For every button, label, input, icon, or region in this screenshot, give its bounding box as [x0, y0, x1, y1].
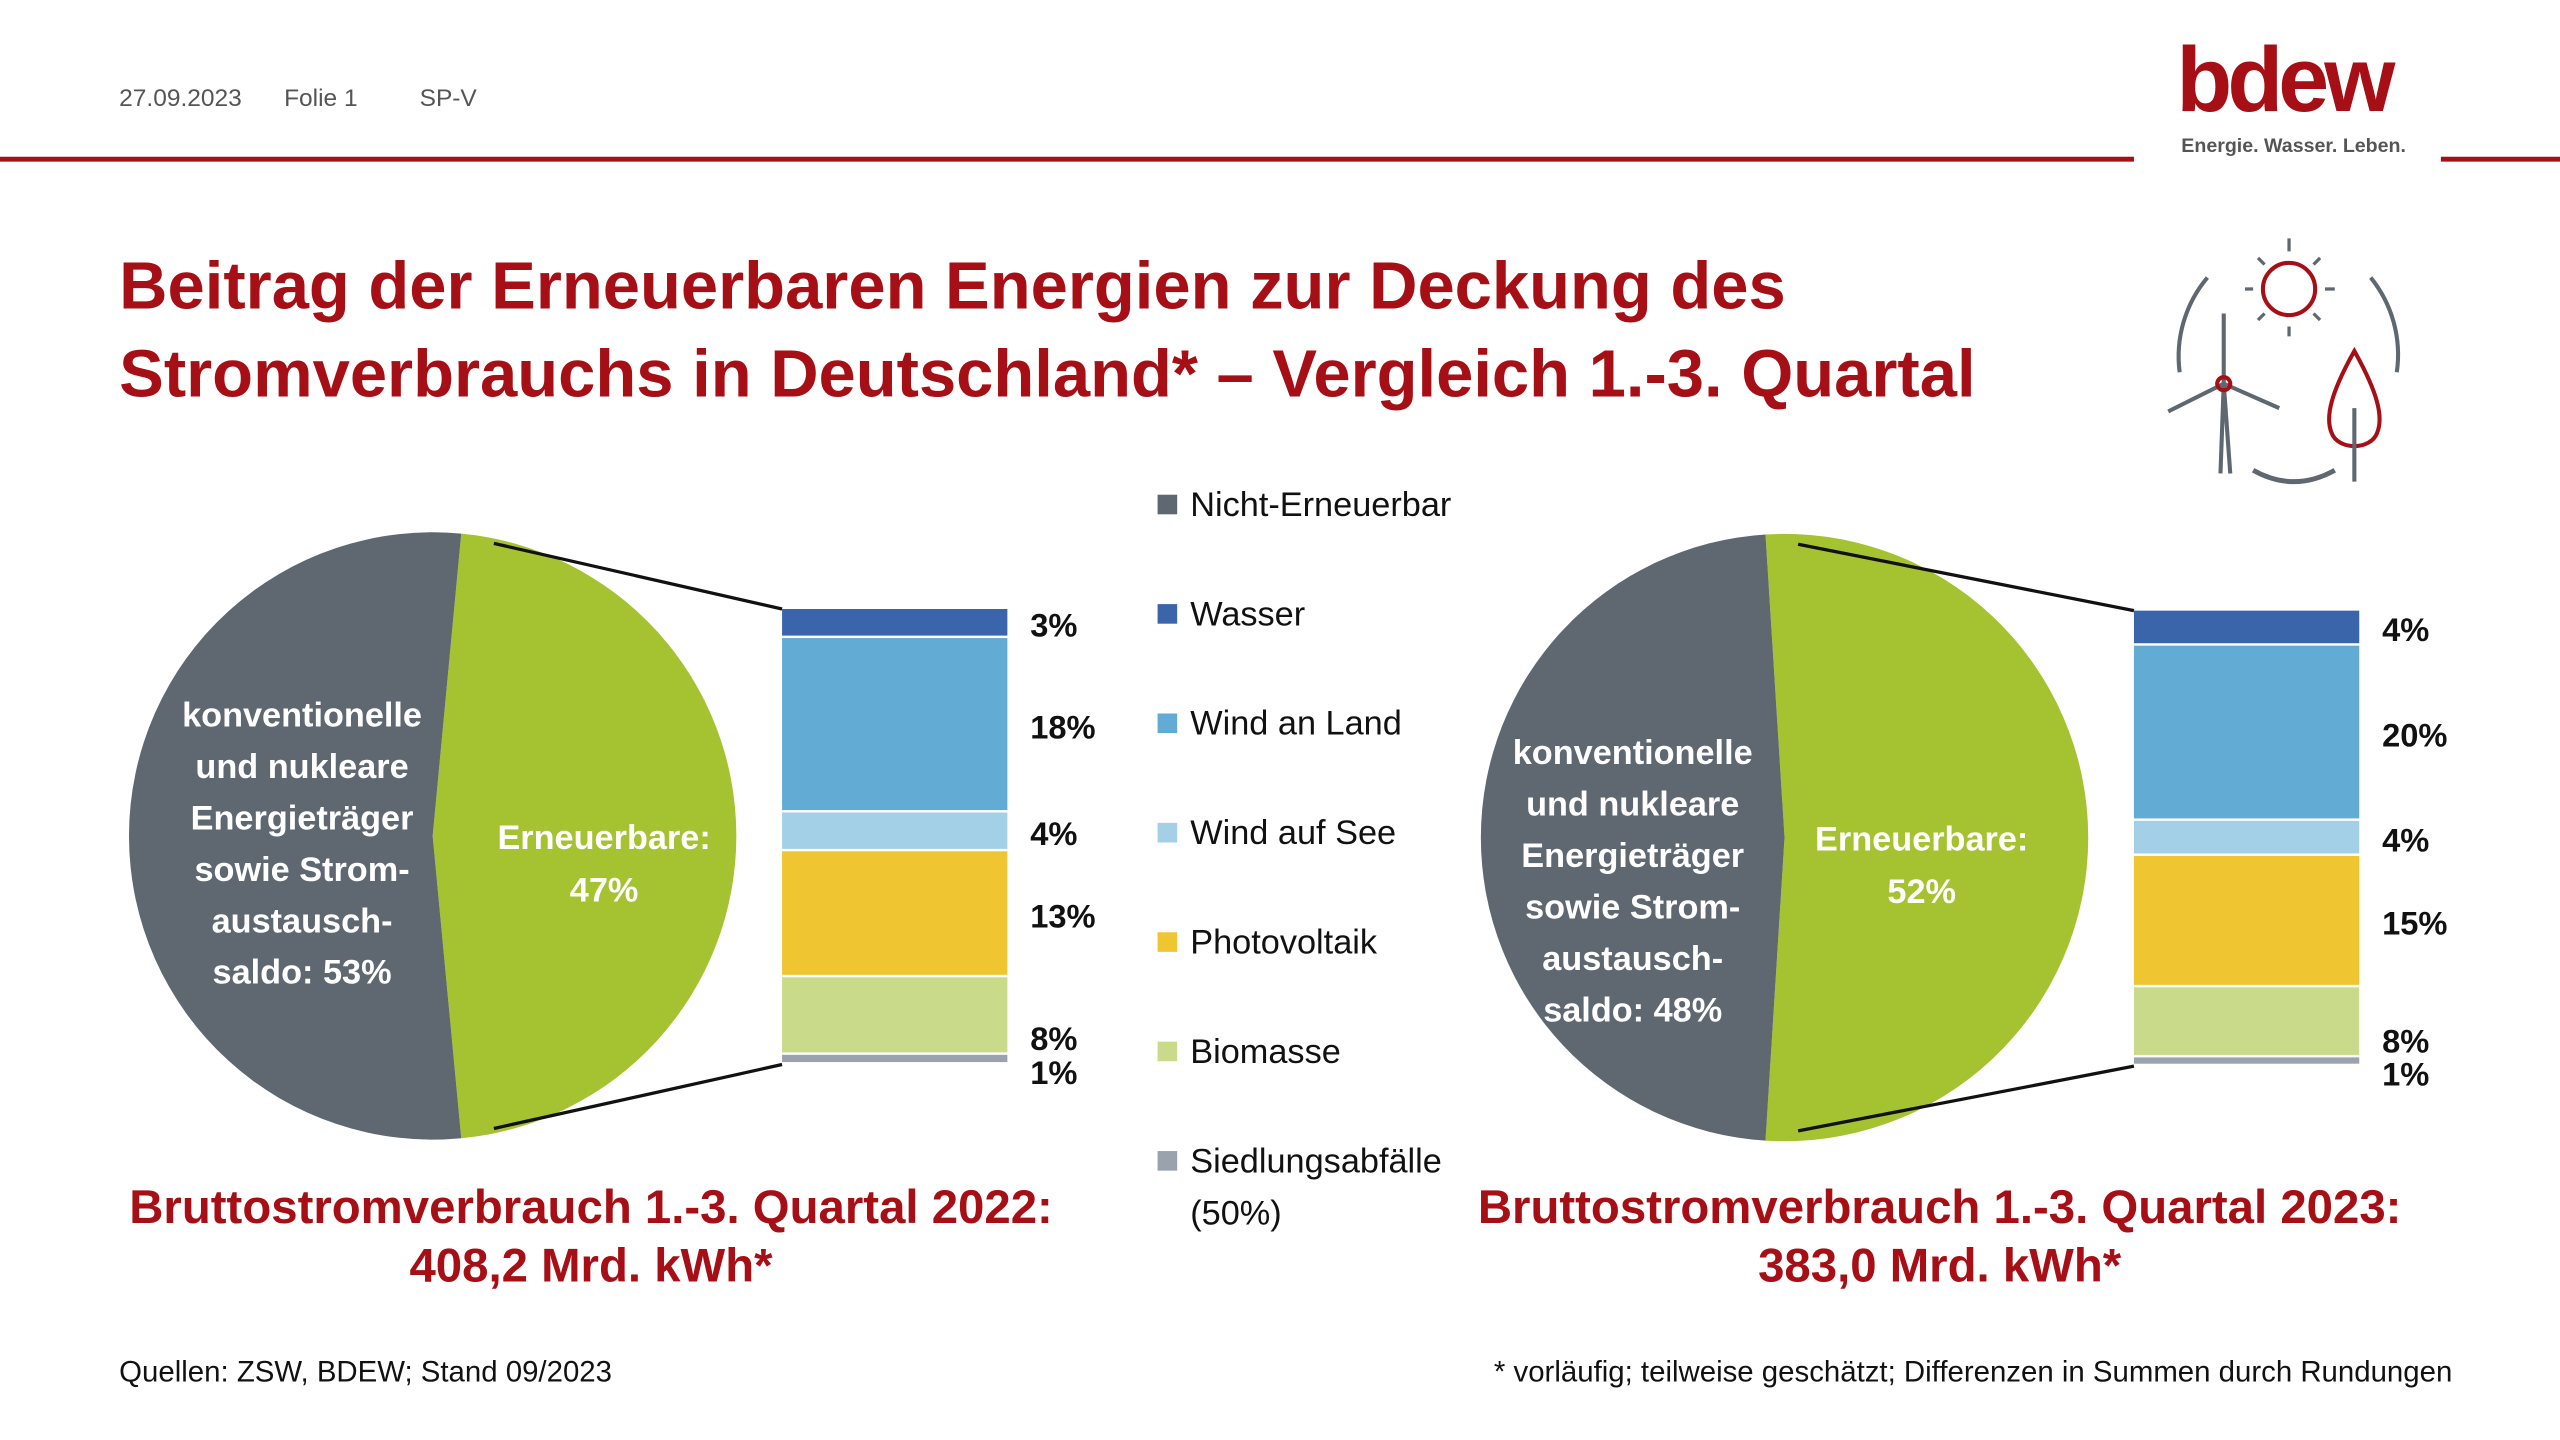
bar-data-label: 18%: [1030, 708, 1095, 745]
pie-label-non-renewable: konventionelle: [1513, 734, 1753, 772]
bar-data-label: 8%: [1030, 1020, 1077, 1057]
connector-line-top: [1797, 542, 2135, 613]
legend-note: (50%): [1190, 1195, 1282, 1233]
legend-label: Wind auf See: [1190, 814, 1397, 853]
pie-label-renewable: 52%: [1887, 873, 1956, 911]
pie-label-non-renewable: sowie Strom-: [194, 851, 409, 889]
slide-number: Folie 1: [284, 84, 358, 113]
connector-line-bottom: [493, 1062, 783, 1131]
legend-item: Photovoltaik: [1157, 924, 1378, 963]
bar-segment-wasser: [782, 608, 1008, 636]
caption-2022-line-2: 408,2 Mrd. kWh*: [409, 1240, 773, 1294]
bar-data-label: 13%: [1030, 897, 1095, 934]
legend-label: Nicht-Erneuerbar: [1190, 486, 1452, 525]
pie-slice-non-renewable: [128, 532, 462, 1140]
legend-item: Wasser: [1157, 595, 1306, 635]
energy-icon: [2167, 238, 2401, 485]
legend-swatch: [1157, 1151, 1178, 1171]
connector-line-top: [493, 541, 783, 611]
bar-data-label: 4%: [2382, 821, 2429, 858]
pie-label-renewable: 47%: [570, 871, 639, 909]
pie-slice-non-renewable: [1480, 534, 1785, 1141]
bar-segment-siedlungsabf-lle: [782, 1054, 1008, 1063]
pie-label-non-renewable: konventionelle: [182, 697, 422, 735]
legend-label: Siedlungsabfälle: [1190, 1142, 1442, 1181]
legend-item: Nicht-Erneuerbar: [1157, 486, 1452, 526]
bar-segment-wind-an-land: [782, 638, 1008, 811]
pie-label-non-renewable: und nukleare: [195, 748, 408, 786]
bar-segment-wasser: [2133, 610, 2360, 644]
bar-segment-photovoltaik: [2133, 855, 2360, 985]
legend-item: Wind auf See: [1157, 814, 1397, 854]
header-rule-left: [0, 156, 2134, 162]
wind-turbine-icon: [2167, 313, 2281, 474]
bar-data-label: 15%: [2382, 905, 2447, 942]
bar-segment-photovoltaik: [782, 851, 1008, 975]
legend-swatch: [1157, 932, 1178, 952]
leaf-icon: [2327, 346, 2382, 482]
legend-item: Siedlungsabfälle (50%): [1157, 1142, 1442, 1234]
pie-label-non-renewable: Energieträger: [191, 799, 414, 837]
pie-label-non-renewable: austausch-: [212, 902, 393, 940]
bar-data-label: 4%: [2382, 611, 2429, 648]
sun-rays-icon: [2244, 238, 2335, 337]
legend-label: Photovoltaik: [1190, 924, 1378, 962]
slide-date: 27.09.2023: [119, 84, 242, 113]
pie-label-non-renewable: saldo: 48%: [1543, 991, 1722, 1029]
bdew-logo: bdew: [2176, 27, 2395, 131]
legend-label: Biomasse: [1190, 1033, 1341, 1072]
bar-data-label: 3%: [1030, 607, 1077, 644]
connector-line-bottom: [1797, 1064, 2135, 1133]
header-rule-right: [2440, 156, 2560, 162]
caption-2023-line-2: 383,0 Mrd. kWh*: [1758, 1240, 2122, 1294]
pie-label-non-renewable: sowie Strom-: [1525, 888, 1740, 926]
caption-2023: Bruttostromverbrauch 1.-3. Quartal 2023:…: [1368, 1179, 2511, 1297]
title-line-1: Beitrag der Erneuerbaren Energien zur De…: [119, 248, 1786, 324]
footnote: * vorläufig; teilweise geschätzt; Differ…: [1493, 1355, 2453, 1388]
bar-segment-wind-auf-see: [2133, 820, 2360, 854]
legend-swatch: [1157, 822, 1178, 843]
legend-label: Wasser: [1190, 595, 1306, 634]
pie-label-renewable: Erneuerbare:: [1815, 821, 2028, 859]
legend-swatch: [1157, 494, 1178, 515]
legend-item: Wind an Land: [1157, 705, 1402, 744]
sources: Quellen: ZSW, BDEW; Stand 09/2023: [119, 1355, 612, 1388]
bar-data-label: 8%: [2382, 1022, 2429, 1059]
pie-slice-renewable: [1765, 533, 2089, 1142]
legend-swatch: [1157, 1041, 1178, 1062]
pie-label-non-renewable: saldo: 53%: [213, 954, 392, 992]
caption-2023-line-1: Bruttostromverbrauch 1.-3. Quartal 2023:: [1477, 1182, 2402, 1235]
page-title: Beitrag der Erneuerbaren Energien zur De…: [119, 242, 1975, 418]
bar-segment-siedlungsabf-lle: [2133, 1057, 2360, 1064]
slide-department: SP-V: [419, 84, 477, 113]
bar-segment-biomasse: [782, 977, 1008, 1053]
sun-icon: [2260, 260, 2318, 318]
logo-tagline: Energie. Wasser. Leben.: [2181, 133, 2406, 157]
legend-swatch: [1157, 713, 1178, 734]
legend-swatch: [1157, 604, 1178, 624]
bar-segment-biomasse: [2133, 987, 2360, 1055]
bar-data-label: 1%: [2382, 1056, 2429, 1093]
pie-label-non-renewable: Energieträger: [1521, 837, 1744, 875]
caption-2022: Bruttostromverbrauch 1.-3. Quartal 2022:…: [20, 1179, 1163, 1297]
caption-2022-line-1: Bruttostromverbrauch 1.-3. Quartal 2022:: [129, 1182, 1053, 1235]
pie-label-non-renewable: und nukleare: [1526, 786, 1739, 824]
pie-slice-renewable: [432, 533, 737, 1139]
bar-data-label: 4%: [1030, 815, 1077, 852]
legend-label: Wind an Land: [1190, 705, 1402, 743]
bar-segment-wind-an-land: [2133, 645, 2360, 819]
bar-data-label: 1%: [1030, 1054, 1077, 1091]
title-line-2: Stromverbrauchs in Deutschland* – Vergle…: [119, 336, 1976, 412]
bar-segment-wind-auf-see: [782, 812, 1008, 849]
pie-label-renewable: Erneuerbare:: [497, 819, 710, 857]
bar-data-label: 20%: [2382, 716, 2447, 753]
legend-item: Biomasse: [1157, 1033, 1341, 1072]
pie-label-non-renewable: austausch-: [1542, 940, 1723, 978]
